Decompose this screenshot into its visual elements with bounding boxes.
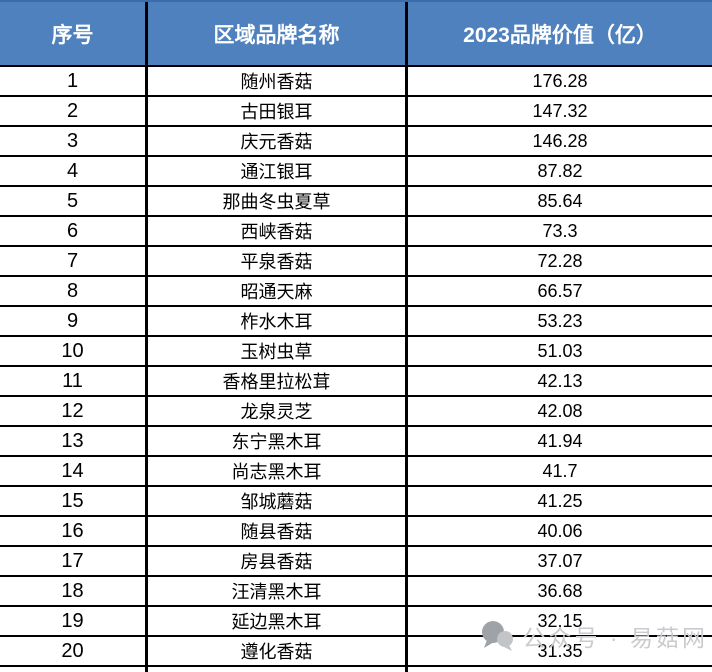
brand-name-cell: 房县香菇	[145, 547, 408, 575]
table-row: 11 香格里拉松茸 42.13	[0, 367, 712, 397]
table-row: 8 昭通天麻 66.57	[0, 277, 712, 307]
rank-cell: 20	[61, 639, 84, 662]
brand-name-cell: 庆元香菇	[145, 127, 408, 155]
brand-value-cell: 40.06	[537, 520, 583, 541]
rank-cell: 3	[66, 129, 79, 152]
table-row: 1 随州香菇 176.28	[0, 67, 712, 97]
brand-name-cell: 那曲冬虫夏草	[145, 187, 408, 215]
brand-value-cell: 51.03	[537, 340, 583, 361]
rank-cell: 15	[61, 489, 84, 512]
brand-value-cell: 146.28	[532, 130, 588, 151]
table-row: 14 尚志黑木耳 41.7	[0, 457, 712, 487]
brand-value-cell: 36.68	[537, 580, 583, 601]
brand-name-cell: 玉树虫草	[145, 337, 408, 365]
table-row: 9 柞水木耳 53.23	[0, 307, 712, 337]
brand-value-cell: 31.35	[537, 640, 583, 661]
rank-cell: 8	[66, 279, 79, 302]
table-row: 19 延边黑木耳 32.15	[0, 607, 712, 637]
brand-name-cell: 平泉香菇	[145, 247, 408, 275]
rank-cell	[0, 667, 145, 672]
brand-value-cell: 53.23	[537, 310, 583, 331]
table-row: 10 玉树虫草 51.03	[0, 337, 712, 367]
table-row-partial	[0, 667, 712, 672]
rank-cell: 4	[66, 159, 79, 182]
table-row: 7 平泉香菇 72.28	[0, 247, 712, 277]
table-row: 13 东宁黑木耳 41.94	[0, 427, 712, 457]
table-row: 20 遵化香菇 31.35	[0, 637, 712, 667]
brand-value-cell: 41.94	[537, 430, 583, 451]
brand-value-cell: 37.07	[537, 550, 583, 571]
rank-cell: 1	[66, 69, 79, 92]
brand-name-cell: 东宁黑木耳	[145, 427, 408, 455]
brand-value-cell: 41.25	[537, 490, 583, 511]
brand-name-cell: 邹城蘑菇	[145, 487, 408, 515]
brand-value-cell: 42.13	[537, 370, 583, 391]
brand-value-cell: 42.08	[537, 400, 583, 421]
brand-name-cell: 随县香菇	[145, 517, 408, 545]
rank-cell: 9	[66, 309, 79, 332]
brand-name-cell: 柞水木耳	[145, 307, 408, 335]
table-row: 15 邹城蘑菇 41.25	[0, 487, 712, 517]
brand-name-cell: 遵化香菇	[145, 637, 408, 665]
brand-value-cell: 85.64	[537, 190, 583, 211]
brand-name-cell: 延边黑木耳	[145, 607, 408, 635]
brand-name-cell: 西峡香菇	[145, 217, 408, 245]
rank-cell: 17	[61, 549, 84, 572]
rank-cell: 16	[61, 519, 84, 542]
rank-cell: 14	[61, 459, 84, 482]
rank-cell: 11	[62, 369, 83, 392]
brand-name-cell: 古田银耳	[145, 97, 408, 125]
brand-value-cell: 32.15	[537, 610, 583, 631]
rank-cell: 10	[61, 339, 84, 362]
column-header-rank: 序号	[51, 23, 94, 47]
brand-value-cell: 176.28	[532, 70, 588, 91]
table-row: 18 汪清黑木耳 36.68	[0, 577, 712, 607]
rank-cell: 18	[61, 579, 84, 602]
rank-cell: 2	[66, 99, 79, 122]
table-body: 1 随州香菇 176.28 2 古田银耳 147.32 3 庆元香菇 146.2…	[0, 67, 712, 667]
brand-value-cell: 72.28	[537, 250, 583, 271]
table-row: 4 通江银耳 87.82	[0, 157, 712, 187]
brand-name-cell: 龙泉灵芝	[145, 397, 408, 425]
brand-value-cell: 147.32	[532, 100, 588, 121]
table-row: 5 那曲冬虫夏草 85.64	[0, 187, 712, 217]
brand-name-cell: 通江银耳	[145, 157, 408, 185]
table-row: 17 房县香菇 37.07	[0, 547, 712, 577]
brand-name-cell: 香格里拉松茸	[145, 367, 408, 395]
rank-cell: 7	[66, 249, 79, 272]
table-row: 6 西峡香菇 73.3	[0, 217, 712, 247]
brand-value-cell: 41.7	[542, 460, 578, 481]
rank-cell: 5	[66, 189, 79, 212]
table-row: 2 古田银耳 147.32	[0, 97, 712, 127]
table-row: 16 随县香菇 40.06	[0, 517, 712, 547]
table-header-row: 序号 区域品牌名称 2023品牌价值（亿）	[0, 0, 712, 67]
brand-value-cell: 73.3	[542, 220, 578, 241]
column-header-brand-name: 区域品牌名称	[145, 2, 408, 65]
brand-name-cell: 随州香菇	[145, 67, 408, 95]
brand-name-cell	[145, 667, 408, 672]
rank-cell: 6	[66, 219, 79, 242]
brand-name-cell: 汪清黑木耳	[145, 577, 408, 605]
brand-name-cell: 尚志黑木耳	[145, 457, 408, 485]
table-row: 12 龙泉灵芝 42.08	[0, 397, 712, 427]
rank-cell: 19	[61, 609, 84, 632]
brand-value-cell	[408, 667, 712, 672]
column-header-brand-value: 2023品牌价值（亿）	[463, 23, 657, 47]
brand-value-cell: 87.82	[537, 160, 583, 181]
rank-cell: 12	[61, 399, 84, 422]
brand-name-cell: 昭通天麻	[145, 277, 408, 305]
rank-cell: 13	[61, 429, 84, 452]
brand-value-cell: 66.57	[537, 280, 583, 301]
table-row: 3 庆元香菇 146.28	[0, 127, 712, 157]
